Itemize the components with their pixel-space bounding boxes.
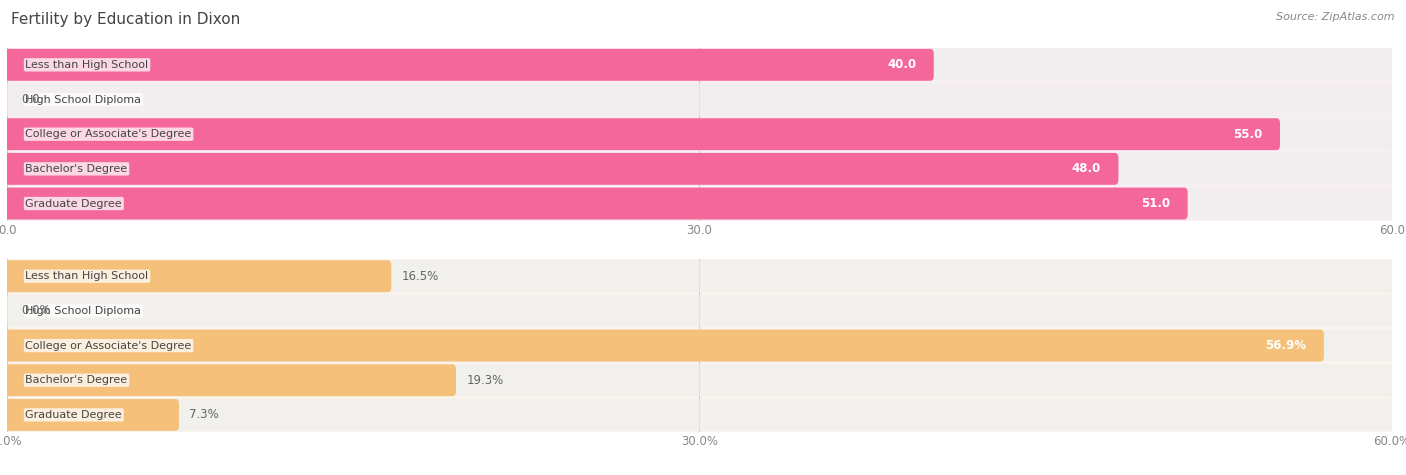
Text: Less than High School: Less than High School xyxy=(25,60,149,70)
FancyBboxPatch shape xyxy=(4,364,1395,396)
Text: 55.0: 55.0 xyxy=(1233,128,1263,141)
FancyBboxPatch shape xyxy=(4,330,1395,361)
FancyBboxPatch shape xyxy=(4,295,1395,327)
Text: 7.3%: 7.3% xyxy=(190,408,219,421)
Text: 56.9%: 56.9% xyxy=(1265,339,1306,352)
FancyBboxPatch shape xyxy=(4,118,1279,150)
Text: Source: ZipAtlas.com: Source: ZipAtlas.com xyxy=(1277,12,1395,22)
FancyBboxPatch shape xyxy=(4,188,1188,219)
Text: Bachelor's Degree: Bachelor's Degree xyxy=(25,375,128,385)
FancyBboxPatch shape xyxy=(4,84,1395,115)
Text: College or Associate's Degree: College or Associate's Degree xyxy=(25,341,191,351)
FancyBboxPatch shape xyxy=(4,49,1395,81)
Text: 48.0: 48.0 xyxy=(1071,162,1101,175)
FancyBboxPatch shape xyxy=(4,399,179,431)
Text: 40.0: 40.0 xyxy=(887,58,917,71)
FancyBboxPatch shape xyxy=(4,330,1324,361)
Text: Bachelor's Degree: Bachelor's Degree xyxy=(25,164,128,174)
FancyBboxPatch shape xyxy=(4,188,1395,219)
FancyBboxPatch shape xyxy=(4,260,391,292)
FancyBboxPatch shape xyxy=(4,260,1395,292)
FancyBboxPatch shape xyxy=(4,399,1395,431)
Text: High School Diploma: High School Diploma xyxy=(25,306,142,316)
Text: 51.0: 51.0 xyxy=(1142,197,1170,210)
FancyBboxPatch shape xyxy=(4,364,456,396)
Text: 0.0: 0.0 xyxy=(21,93,39,106)
Text: Fertility by Education in Dixon: Fertility by Education in Dixon xyxy=(11,12,240,27)
Text: 19.3%: 19.3% xyxy=(467,374,503,387)
Text: High School Diploma: High School Diploma xyxy=(25,95,142,104)
Text: 0.0%: 0.0% xyxy=(21,304,51,317)
FancyBboxPatch shape xyxy=(4,153,1395,185)
Text: 16.5%: 16.5% xyxy=(402,270,439,283)
FancyBboxPatch shape xyxy=(4,153,1118,185)
Text: College or Associate's Degree: College or Associate's Degree xyxy=(25,129,191,139)
Text: Less than High School: Less than High School xyxy=(25,271,149,281)
Text: Graduate Degree: Graduate Degree xyxy=(25,199,122,209)
Text: Graduate Degree: Graduate Degree xyxy=(25,410,122,420)
FancyBboxPatch shape xyxy=(4,118,1395,150)
FancyBboxPatch shape xyxy=(4,49,934,81)
